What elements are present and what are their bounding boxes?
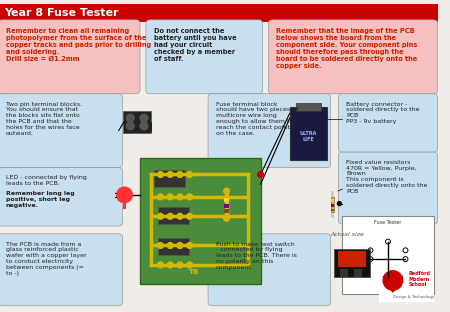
Circle shape	[158, 213, 163, 219]
FancyBboxPatch shape	[338, 94, 437, 152]
Bar	[224, 198, 230, 202]
Text: Fuse terminal block
should have two pieces of
multicore wire long
enough to allo: Fuse terminal block should have two piec…	[216, 101, 298, 135]
Text: Two pin terminal blocks.
You should ensure that
the blocks sits flat onto
the PC: Two pin terminal blocks. You should ensu…	[6, 101, 82, 135]
Circle shape	[187, 262, 193, 268]
Circle shape	[368, 248, 373, 253]
Bar	[158, 238, 189, 255]
Text: Actual size: Actual size	[331, 232, 364, 237]
FancyBboxPatch shape	[208, 234, 331, 306]
Text: Battery connector -
soldered directly to the
PCB
PP3 - 9v battery: Battery connector - soldered directly to…	[346, 101, 420, 124]
Bar	[224, 191, 230, 218]
FancyBboxPatch shape	[0, 168, 122, 226]
Circle shape	[368, 257, 373, 261]
Circle shape	[224, 188, 230, 194]
Circle shape	[383, 271, 403, 290]
Text: The PCB is made from a
glass reinforced plastic
wafer with a copper layer
to con: The PCB is made from a glass reinforced …	[6, 241, 86, 275]
Bar	[158, 207, 189, 224]
Bar	[340, 269, 348, 276]
Circle shape	[167, 194, 173, 200]
Circle shape	[167, 213, 173, 219]
Text: ULTRA
LIFE: ULTRA LIFE	[300, 131, 317, 142]
Circle shape	[126, 114, 134, 122]
Bar	[122, 201, 126, 208]
Circle shape	[258, 172, 264, 178]
Circle shape	[386, 274, 391, 279]
Circle shape	[167, 262, 173, 268]
Circle shape	[140, 114, 148, 122]
Bar	[224, 204, 230, 207]
Circle shape	[187, 172, 193, 178]
FancyBboxPatch shape	[146, 20, 262, 94]
FancyBboxPatch shape	[338, 152, 437, 224]
Bar	[331, 199, 334, 202]
Text: TB: TB	[189, 269, 200, 275]
Text: Push to make test switch
- connected by flying
leads to the PCB. There is
no pol: Push to make test switch - connected by …	[216, 241, 297, 270]
Bar	[296, 104, 321, 111]
Bar	[379, 267, 434, 302]
FancyBboxPatch shape	[268, 20, 437, 94]
Circle shape	[117, 187, 132, 203]
Bar	[338, 251, 365, 267]
Circle shape	[167, 242, 173, 248]
Circle shape	[177, 262, 183, 268]
Circle shape	[158, 172, 163, 178]
Bar	[224, 209, 230, 213]
Circle shape	[177, 194, 183, 200]
Text: Remember long leg
positive, short leg
negative.: Remember long leg positive, short leg ne…	[6, 191, 74, 207]
Text: Remember that the image of the PCB
below shows the board from the
component side: Remember that the image of the PCB below…	[276, 28, 418, 69]
Text: LED - connected by flying
leads to the PCB.: LED - connected by flying leads to the P…	[6, 175, 86, 192]
Polygon shape	[383, 276, 403, 292]
FancyBboxPatch shape	[0, 234, 122, 306]
Circle shape	[177, 213, 183, 219]
Bar	[354, 269, 362, 276]
Circle shape	[187, 242, 193, 248]
Circle shape	[158, 242, 163, 248]
Circle shape	[158, 262, 163, 268]
Circle shape	[403, 257, 408, 261]
Circle shape	[403, 248, 408, 253]
Circle shape	[167, 172, 173, 178]
Text: Design & Technology: Design & Technology	[393, 295, 434, 299]
Bar	[331, 191, 334, 218]
Bar	[290, 107, 327, 160]
Circle shape	[158, 194, 163, 200]
Text: Do not connect the
battery until you have
had your circuit
checked by a member
o: Do not connect the battery until you hav…	[153, 28, 236, 62]
Bar	[153, 170, 185, 187]
FancyBboxPatch shape	[0, 94, 122, 168]
Bar	[331, 197, 334, 212]
Circle shape	[187, 194, 193, 200]
FancyBboxPatch shape	[208, 94, 331, 168]
Circle shape	[177, 172, 183, 178]
FancyBboxPatch shape	[0, 20, 140, 94]
Circle shape	[224, 215, 230, 221]
Bar	[0, 4, 437, 22]
Bar	[331, 204, 334, 207]
Bar	[123, 111, 151, 133]
Text: Redford
Modern
School: Redford Modern School	[409, 271, 430, 287]
Bar	[334, 249, 369, 276]
Bar	[342, 216, 434, 294]
Text: Remember to clean all remaining
photopolymer from the surface of the
copper trac: Remember to clean all remaining photopol…	[6, 28, 151, 62]
Bar	[140, 158, 261, 284]
Circle shape	[386, 239, 391, 244]
Bar	[331, 208, 334, 212]
Circle shape	[187, 213, 193, 219]
Circle shape	[177, 242, 183, 248]
Text: Fixed value resistors
470R = Yellow, Purple,
Brown
This component is
soldered di: Fixed value resistors 470R = Yellow, Pur…	[346, 160, 428, 194]
Circle shape	[140, 122, 148, 130]
Text: Fuse Tester: Fuse Tester	[374, 220, 402, 225]
Text: Year 8 Fuse Tester: Year 8 Fuse Tester	[4, 8, 118, 18]
Circle shape	[126, 122, 134, 130]
Circle shape	[338, 202, 341, 206]
